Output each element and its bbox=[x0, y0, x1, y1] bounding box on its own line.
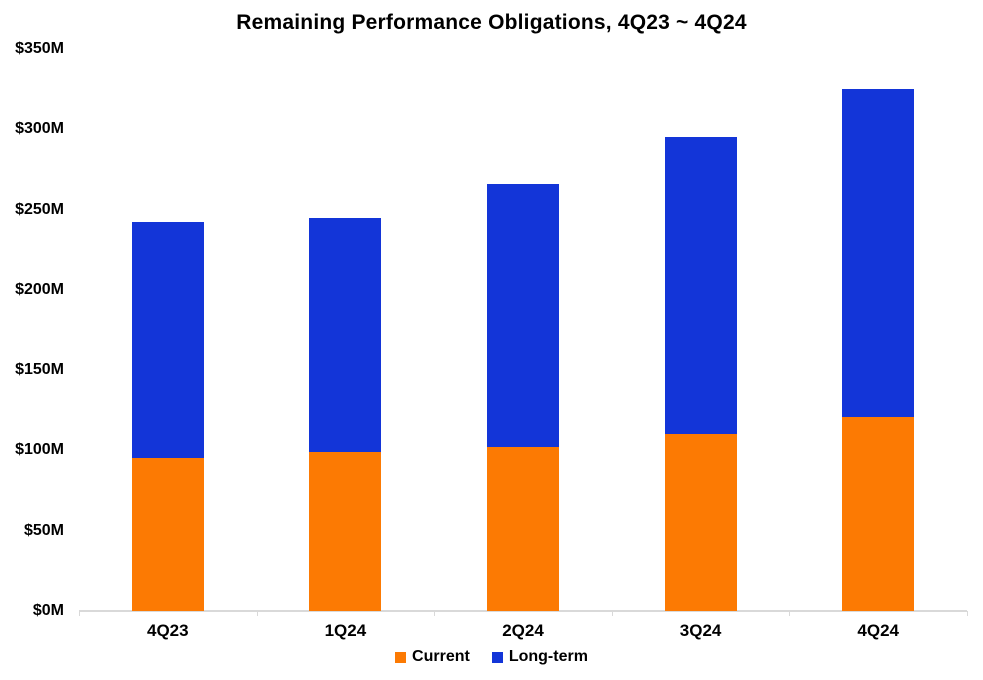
x-tick-label: 2Q24 bbox=[502, 621, 544, 640]
x-axis-tick bbox=[434, 611, 436, 616]
x-axis-tick bbox=[789, 611, 791, 616]
legend-label-current: Current bbox=[412, 648, 470, 665]
y-tick-label: $50M bbox=[23, 521, 64, 539]
y-tick-label: $250M bbox=[15, 200, 64, 218]
x-axis-tick bbox=[79, 611, 80, 616]
bar-1Q24-current bbox=[309, 452, 382, 611]
chart-title: Remaining Performance Obligations, 4Q23 … bbox=[236, 11, 747, 34]
x-axis-tick bbox=[256, 611, 258, 616]
bar-4Q24-current bbox=[842, 416, 915, 611]
x-axis-tick bbox=[611, 611, 613, 616]
bar-2Q24-current bbox=[487, 447, 559, 611]
y-tick-label: $150M bbox=[15, 361, 64, 379]
legend-item-current: Current bbox=[395, 648, 470, 666]
x-tick-label: 1Q24 bbox=[324, 621, 367, 640]
longterm-series-swatch-icon bbox=[491, 651, 503, 663]
y-tick-label: $0M bbox=[32, 602, 64, 619]
x-axis-line bbox=[79, 610, 967, 612]
bar-4Q23-current bbox=[131, 458, 204, 611]
legend-label-longterm: Long-term bbox=[508, 648, 588, 665]
x-tick-label: 4Q23 bbox=[147, 621, 189, 640]
bar-3Q24-current bbox=[664, 434, 737, 611]
y-tick-label: $200M bbox=[15, 280, 64, 298]
bar-4Q24-longterm bbox=[842, 89, 915, 417]
bar-1Q24-longterm bbox=[309, 217, 382, 453]
y-tick-label: $300M bbox=[15, 120, 64, 138]
bar-2Q24-longterm bbox=[487, 183, 559, 448]
y-tick-label: $350M bbox=[15, 40, 64, 57]
legend-item-longterm: Long-term bbox=[491, 648, 588, 666]
x-tick-label: 4Q24 bbox=[857, 621, 899, 640]
y-tick-label: $100M bbox=[15, 441, 64, 459]
current-series-swatch-icon bbox=[395, 651, 407, 663]
x-axis-tick bbox=[967, 611, 968, 616]
chart-legend: Current Long-term bbox=[0, 648, 983, 666]
bar-4Q23-longterm bbox=[131, 222, 204, 459]
bar-3Q24-longterm bbox=[664, 137, 737, 435]
x-tick-label: 3Q24 bbox=[679, 621, 722, 640]
